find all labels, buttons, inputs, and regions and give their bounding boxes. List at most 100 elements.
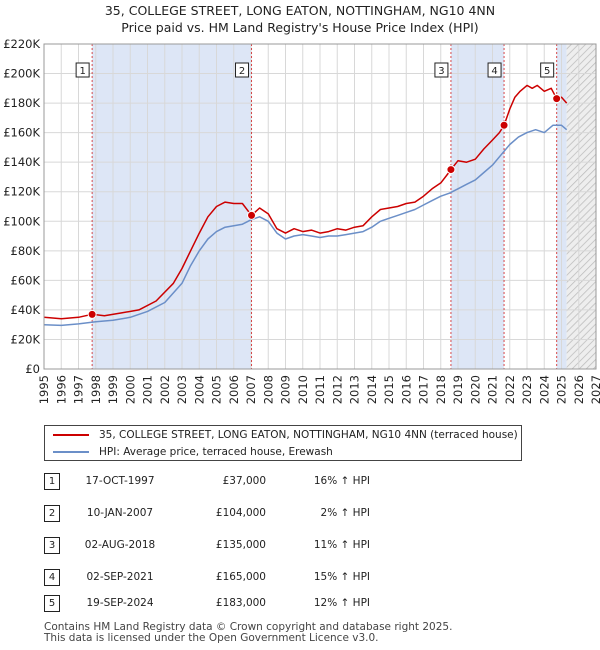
sale-row: 4 02-SEP-2021 £165,000 15% ↑ HPI [0,566,600,588]
y-tick-label: £0 [25,362,40,376]
x-tick-label: 2017 [417,375,431,404]
x-tick-label: 2010 [296,375,310,404]
sale-number: 3 [44,537,60,554]
sale-hpi: 15% ↑ HPI [313,571,370,583]
x-tick-label: 2027 [589,375,600,404]
sale-price: £165,000 [215,571,266,583]
footer-line-2: This data is licensed under the Open Gov… [44,632,379,644]
x-tick-label: 2020 [468,375,482,404]
y-tick-label: £160K [3,126,40,140]
x-tick-label: 2016 [399,375,413,404]
sale-label-box [75,62,90,78]
shaded-range [450,44,505,369]
x-tick-label: 2003 [175,375,189,404]
x-tick-label: 2002 [158,375,172,404]
x-tick-label: 2013 [348,375,362,404]
y-tick-label: £200K [3,67,40,81]
sale-date: 19-SEP-2024 [86,597,154,609]
sale-points [87,94,562,319]
sale-point [552,94,562,104]
x-tick-label: 2008 [261,375,275,404]
x-tick-label: 1998 [89,375,103,404]
x-tick-label: 2001 [141,375,155,404]
forecast-hatch [566,44,596,369]
x-tick-label: 2014 [365,375,379,404]
x-tick-label: 2018 [434,375,448,404]
y-tick-label: £180K [3,96,40,110]
sale-number: 2 [44,505,60,522]
sale-label-box [235,62,250,78]
sale-label-box [434,62,449,78]
shaded-range [92,44,252,369]
property-line [44,84,568,320]
sale-row: 2 10-JAN-2007 £104,000 2% ↑ HPI [0,502,600,524]
sale-number: 4 [44,569,60,586]
x-tick-label: 2025 [555,375,569,404]
sale-label: 3 [438,66,444,77]
axes: £0 £20K £40K £60K £80K £100K £120K £140K £160K £1… [3,37,600,404]
sale-point [247,210,257,220]
x-tick-label: 2011 [313,375,327,404]
hpi-line [44,124,568,327]
sale-number: 1 [44,473,60,490]
sale-row: 5 19-SEP-2024 £183,000 12% ↑ HPI [0,592,600,614]
sale-hpi: 11% ↑ HPI [313,539,370,551]
y-tick-label: £20K [11,332,41,346]
x-tick-label: 2004 [192,375,206,404]
sale-price: £37,000 [222,475,266,487]
sale-point [446,165,456,175]
x-tick-label: 2006 [227,375,241,404]
x-tick-label: 2012 [330,375,344,404]
sale-number: 5 [44,595,60,612]
legend-label-hpi: HPI: Average price, terraced house, Erew… [99,446,333,458]
chart-title: 35, COLLEGE STREET, LONG EATON, NOTTINGH… [0,2,600,36]
x-tick-label: 1996 [54,375,68,404]
x-tick-label: 2021 [486,375,500,404]
sale-label: 4 [491,66,497,77]
x-tick-label: 2026 [572,375,586,404]
sale-label-box [487,62,502,78]
sale-hpi: 12% ↑ HPI [313,597,370,609]
sale-row: 1 17-OCT-1997 £37,000 16% ↑ HPI [0,470,600,492]
sale-price: £183,000 [215,597,266,609]
legend: 35, COLLEGE STREET, LONG EATON, NOTTINGH… [44,425,522,461]
x-tick-label: 2005 [210,375,224,404]
x-tick-label: 2009 [279,375,293,404]
x-tick-label: 2023 [520,375,534,404]
footer: Contains HM Land Registry data © Crown c… [44,622,452,644]
y-tick-label: £120K [3,185,40,199]
sale-price: £135,000 [215,539,266,551]
x-tick-label: 2024 [537,375,551,404]
sale-point [499,120,509,130]
x-tick-label: 2015 [382,375,396,404]
sale-date: 02-SEP-2021 [86,571,154,583]
plot-frame [43,43,597,370]
x-tick-label: 1995 [37,375,51,404]
x-tick-label: 2000 [123,375,137,404]
x-tick-label: 2019 [451,375,465,404]
sale-label-box [540,62,555,78]
sale-date: 17-OCT-1997 [85,475,155,487]
y-tick-label: £220K [3,37,40,51]
x-tick-label: 1997 [72,375,86,404]
sale-price: £104,000 [215,507,266,519]
title-line-1: 35, COLLEGE STREET, LONG EATON, NOTTINGH… [104,3,496,18]
y-tick-label: £140K [3,155,40,169]
sale-label: 5 [544,66,550,77]
legend-swatch-hpi [53,451,89,453]
x-tick-label: 1999 [106,375,120,404]
shaded-ranges [92,44,596,369]
y-tick-label: £80K [11,244,41,258]
sale-date: 10-JAN-2007 [86,507,154,519]
sale-point [87,309,97,319]
x-tick-label: 2022 [503,375,517,404]
y-tick-label: £60K [11,273,41,287]
y-tick-label: £100K [3,214,40,228]
sale-date: 02-AUG-2018 [84,539,156,551]
x-tick-label: 2007 [244,375,258,404]
sale-label: 2 [239,66,245,77]
sale-hpi: 2% ↑ HPI [320,507,370,519]
y-tick-label: £40K [11,303,41,317]
series-lines [44,84,568,327]
